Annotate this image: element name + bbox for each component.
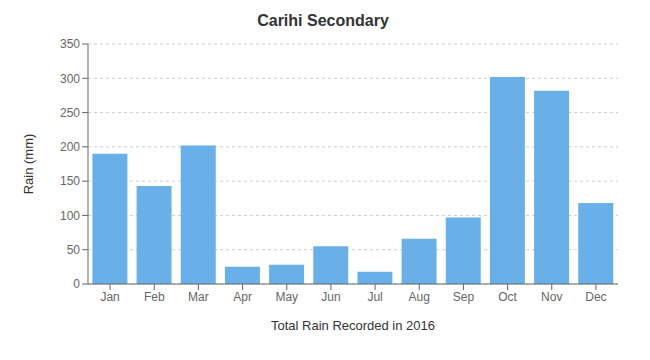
svg-text:Sep: Sep (453, 290, 475, 304)
svg-text:Mar: Mar (188, 290, 209, 304)
svg-text:350: 350 (60, 37, 80, 51)
svg-text:150: 150 (60, 174, 80, 188)
svg-text:Nov: Nov (541, 290, 562, 304)
svg-text:Feb: Feb (144, 290, 165, 304)
svg-text:Total Rain Recorded in 2016: Total Rain Recorded in 2016 (271, 318, 435, 333)
svg-text:Apr: Apr (233, 290, 252, 304)
html-text:Carihi Secondary: Carihi Secondary (257, 12, 389, 29)
svg-text:0: 0 (73, 277, 80, 291)
svg-text:May: May (275, 290, 298, 304)
svg-text:Aug: Aug (409, 290, 430, 304)
svg-text:Oct: Oct (498, 290, 517, 304)
svg-text:200: 200 (60, 140, 80, 154)
svg-text:Dec: Dec (585, 290, 606, 304)
svg-text:Rain (mm): Rain (mm) (21, 134, 36, 195)
svg-text:Jan: Jan (100, 290, 119, 304)
svg-text:300: 300 (60, 72, 80, 86)
svg-text:100: 100 (60, 209, 80, 223)
svg-text:Jul: Jul (367, 290, 382, 304)
svg-text:50: 50 (67, 243, 81, 257)
svg-text:Jun: Jun (321, 290, 340, 304)
svg-text:250: 250 (60, 106, 80, 120)
